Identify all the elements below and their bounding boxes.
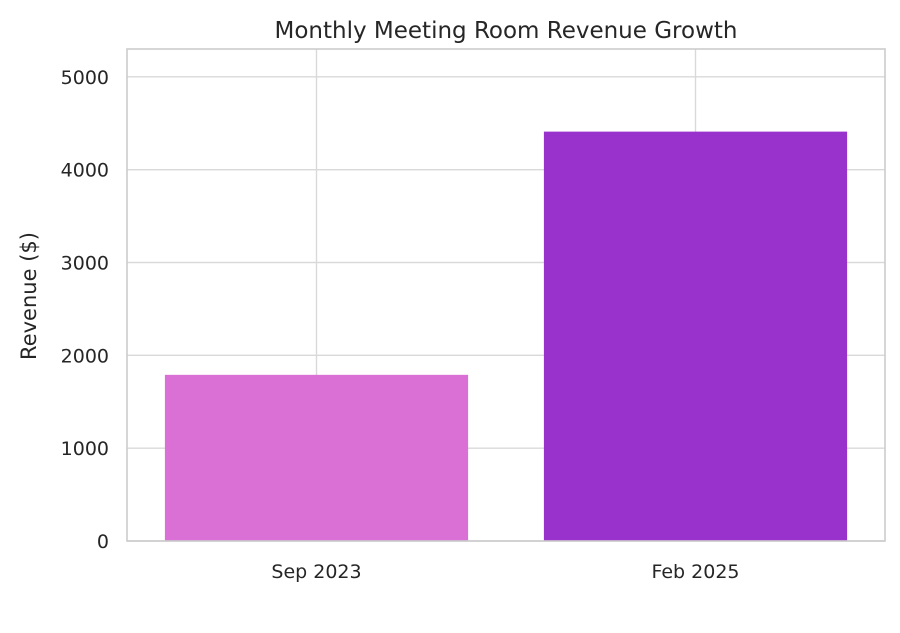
bar-sep-2023 xyxy=(164,374,469,541)
x-tick-label: Feb 2025 xyxy=(651,561,739,583)
bar-feb-2025 xyxy=(543,131,848,541)
y-tick-label: 2000 xyxy=(61,345,109,367)
y-tick-label: 4000 xyxy=(61,160,109,182)
y-tick-label: 1000 xyxy=(61,438,109,460)
plot-frame xyxy=(126,48,886,542)
y-tick-label: 0 xyxy=(97,531,109,553)
chart-title: Monthly Meeting Room Revenue Growth xyxy=(275,18,738,44)
bar-layer xyxy=(164,131,848,541)
y-axis-label: Revenue ($) xyxy=(17,232,41,360)
y-tick-label: 5000 xyxy=(61,67,109,89)
y-tick-label: 3000 xyxy=(61,253,109,275)
x-tick-label: Sep 2023 xyxy=(271,561,361,583)
y-tick-labels: 0 1000 2000 3000 4000 5000 xyxy=(61,67,109,553)
x-tick-labels: Sep 2023 Feb 2025 xyxy=(271,561,739,583)
